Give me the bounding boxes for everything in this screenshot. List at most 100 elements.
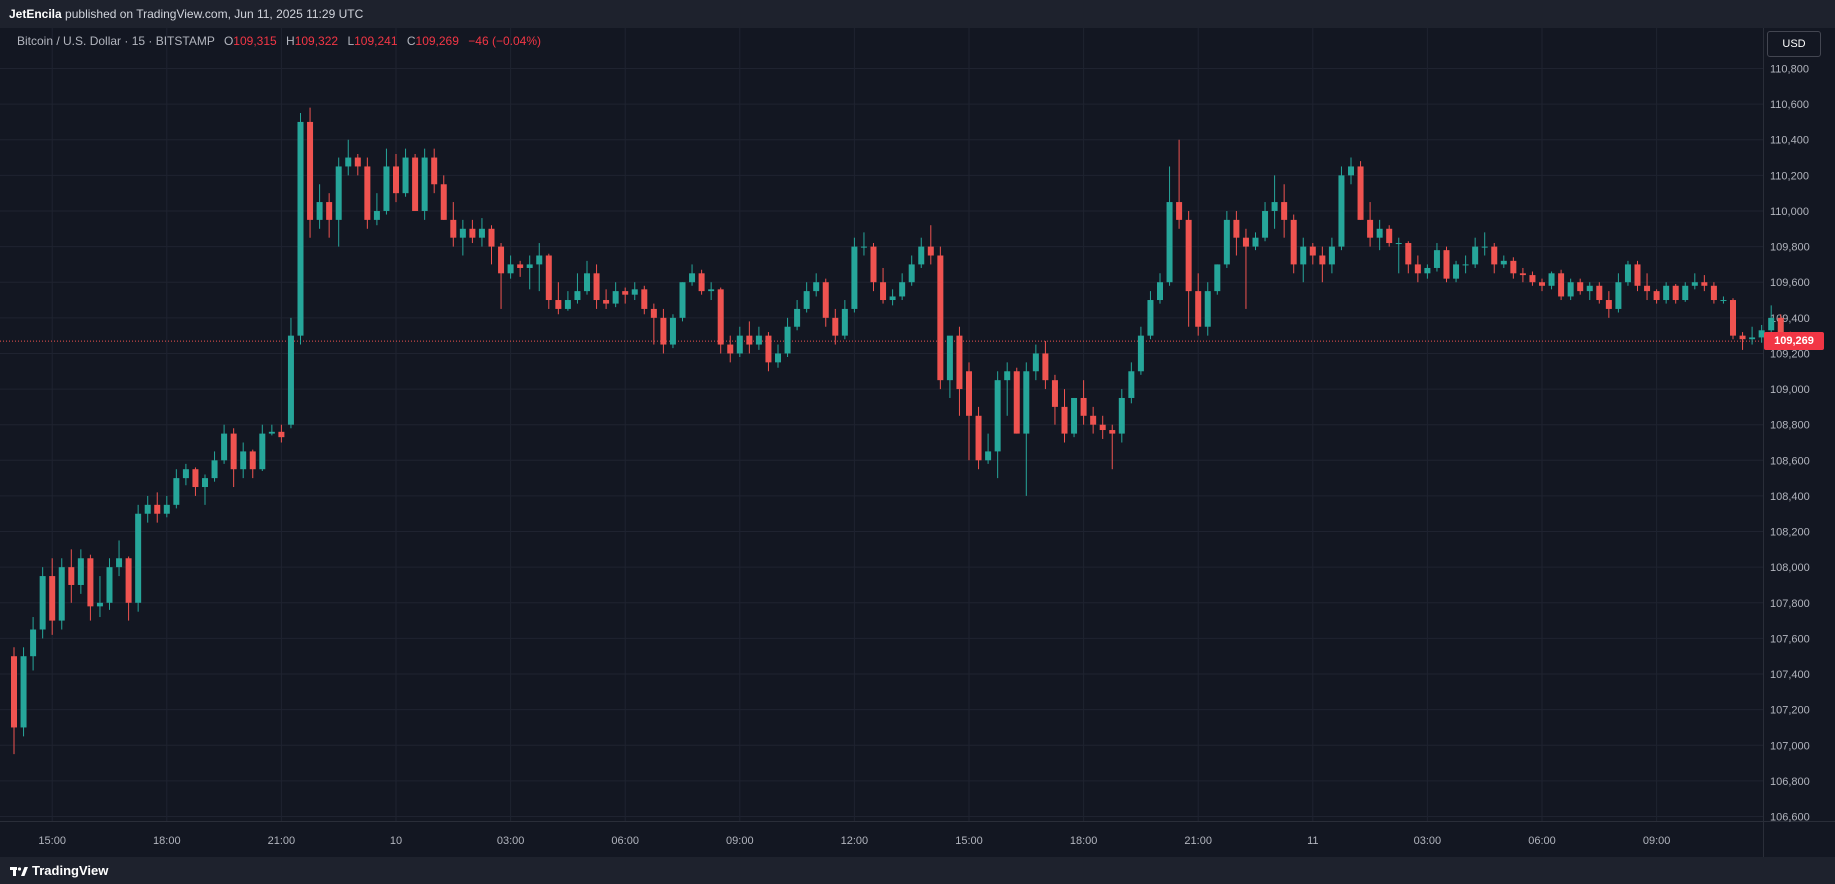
candle[interactable] [1605,291,1612,318]
candle[interactable] [584,260,590,295]
candle[interactable] [431,148,438,194]
candle[interactable] [507,255,514,279]
candle[interactable] [517,260,524,277]
candle[interactable] [373,193,380,226]
candle[interactable] [622,287,629,304]
candle[interactable] [1367,202,1374,247]
candle[interactable] [440,175,447,220]
candle[interactable] [1653,289,1660,304]
candle[interactable] [154,492,161,523]
candle[interactable] [1109,424,1116,470]
candle[interactable] [1472,237,1479,268]
candle[interactable] [221,424,228,464]
candle[interactable] [393,153,399,203]
candle[interactable] [1672,283,1679,304]
candlestick-chart[interactable]: 106,600 106,800 107,000 107,200 107,400 107,6… [0,28,1835,857]
candle[interactable] [641,285,648,315]
candle[interactable] [1768,305,1775,336]
candle[interactable] [1176,139,1183,229]
candle[interactable] [1013,367,1020,434]
candle[interactable] [106,558,113,610]
candle[interactable] [1271,175,1278,229]
candle[interactable] [784,317,791,358]
time-axis[interactable]: 15:00 18:00 21:00 10 03:00 06:00 09:00 12:00 15:… [38,835,1670,847]
candle[interactable] [851,237,858,313]
candle[interactable] [202,474,208,505]
candle[interactable] [249,449,256,479]
candle[interactable] [1376,219,1383,251]
candle[interactable] [1749,326,1756,345]
candle[interactable] [1577,278,1584,295]
candle[interactable] [536,243,543,292]
candle[interactable] [660,308,667,354]
candle[interactable] [1099,415,1106,439]
candle[interactable] [412,153,419,211]
candle[interactable] [240,442,247,479]
candle[interactable] [268,424,275,436]
candle[interactable] [603,289,610,309]
candle[interactable] [1338,166,1345,251]
candle[interactable] [1739,332,1746,350]
candle[interactable] [173,469,180,509]
candle[interactable] [946,335,953,398]
candle[interactable] [822,278,829,327]
candle[interactable] [1195,273,1202,336]
candle[interactable] [746,321,753,354]
candle[interactable] [1319,246,1326,283]
candle[interactable] [402,148,409,197]
candle[interactable] [316,184,323,229]
candle[interactable] [1433,243,1440,272]
candle[interactable] [1223,210,1230,268]
candle[interactable] [1090,406,1097,434]
candle[interactable] [11,647,17,755]
candle[interactable] [30,617,37,671]
candle[interactable] [908,255,915,286]
candle[interactable] [1395,237,1402,274]
candle[interactable] [1510,257,1517,279]
candle[interactable] [259,424,266,471]
candle[interactable] [1529,271,1536,286]
candle[interactable] [230,428,237,488]
candle[interactable] [1491,243,1498,274]
candle[interactable] [1328,237,1335,274]
candle[interactable] [1051,374,1058,425]
candle[interactable] [985,433,992,464]
candle[interactable] [650,303,657,345]
candle[interactable] [1644,273,1651,301]
candle[interactable] [1300,237,1307,283]
candle[interactable] [478,218,485,247]
candle[interactable] [1023,362,1030,496]
candle[interactable] [1414,255,1421,283]
candle[interactable] [736,326,743,358]
candle[interactable] [450,202,457,247]
candle[interactable] [555,282,562,315]
candle[interactable] [794,300,801,331]
candle[interactable] [1682,282,1689,302]
candle[interactable] [96,576,103,618]
candle[interactable] [1720,296,1727,304]
candle[interactable] [937,246,944,390]
candle[interactable] [880,267,887,304]
candle[interactable] [755,326,762,350]
candle[interactable] [813,273,820,297]
candle[interactable] [1118,389,1125,443]
candle[interactable] [182,463,189,486]
candle[interactable] [669,314,676,349]
candle[interactable] [689,264,696,286]
candle[interactable] [1710,282,1717,304]
candle[interactable] [49,558,56,635]
candle[interactable] [1539,278,1545,292]
candle[interactable] [1500,255,1507,268]
candle[interactable] [526,255,533,290]
candle[interactable] [1042,340,1049,390]
candle[interactable] [1290,214,1297,274]
candle[interactable] [775,344,781,368]
candle[interactable] [708,282,715,301]
candle[interactable] [1663,282,1670,304]
candle[interactable] [39,567,46,639]
candle[interactable] [564,291,571,311]
tradingview-logo[interactable]: TradingView [10,863,108,878]
candle[interactable] [574,273,581,304]
candle[interactable] [278,424,285,443]
candle[interactable] [1204,282,1211,336]
